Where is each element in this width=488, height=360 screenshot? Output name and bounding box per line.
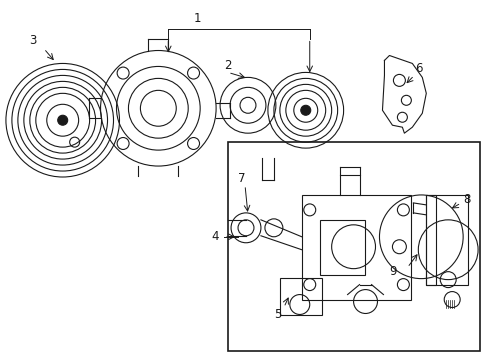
Text: 2: 2 xyxy=(224,59,231,72)
Text: 1: 1 xyxy=(193,12,201,25)
Bar xyxy=(319,220,364,275)
Bar xyxy=(426,195,467,285)
Text: 6: 6 xyxy=(415,62,422,75)
Circle shape xyxy=(58,115,67,125)
Text: 7: 7 xyxy=(238,171,245,185)
Bar xyxy=(301,195,410,300)
Circle shape xyxy=(300,105,310,115)
Text: 9: 9 xyxy=(389,265,396,278)
Bar xyxy=(426,195,435,285)
Text: 4: 4 xyxy=(211,230,219,243)
Bar xyxy=(279,278,321,315)
Bar xyxy=(227,142,479,351)
Text: 3: 3 xyxy=(29,34,37,47)
Text: 8: 8 xyxy=(463,193,470,206)
Text: 5: 5 xyxy=(274,308,281,321)
